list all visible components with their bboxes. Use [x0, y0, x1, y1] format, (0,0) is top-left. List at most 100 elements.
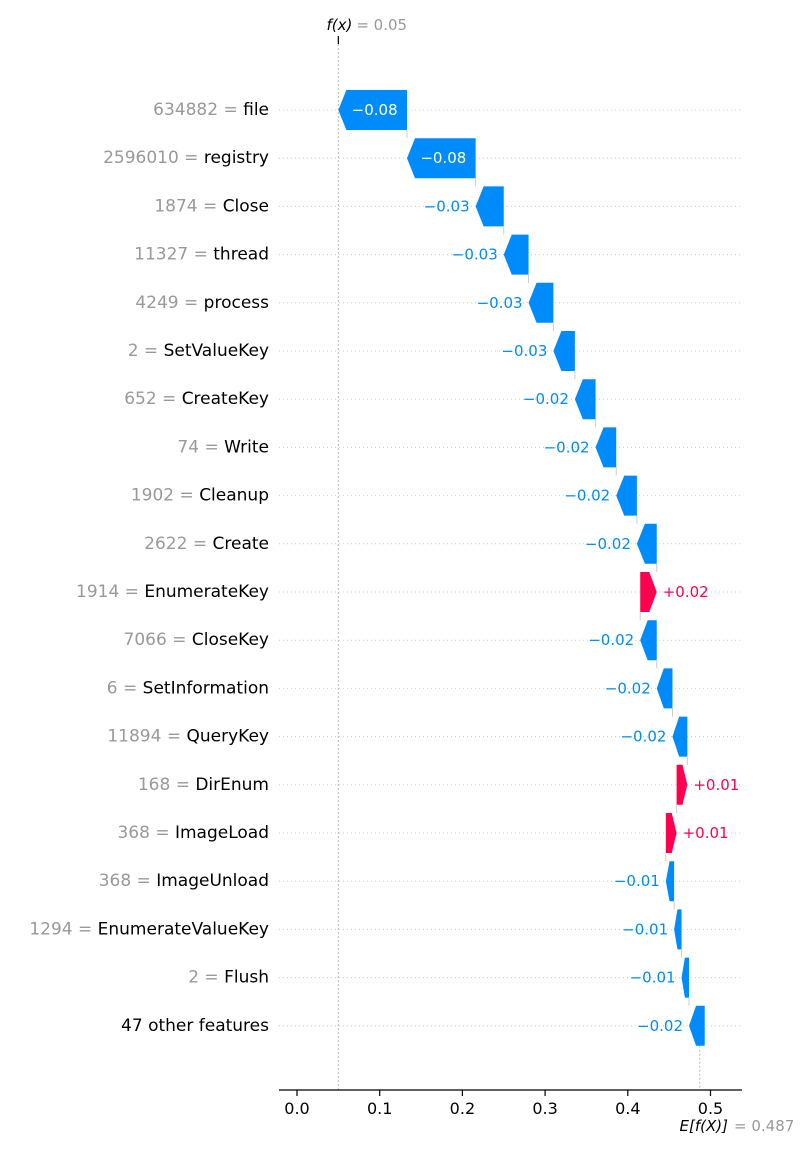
feature-value: 2 =: [128, 341, 164, 361]
feature-value: 2622 =: [144, 534, 212, 554]
waterfall-bar: [338, 90, 407, 130]
feature-value: 1902 =: [131, 486, 199, 506]
feature-name: file: [243, 100, 269, 120]
bar-value-label: −0.08: [352, 101, 398, 119]
feature-name: registry: [204, 148, 269, 168]
bar-value-label: −0.02: [588, 631, 634, 649]
feature-name: CloseKey: [192, 630, 269, 650]
waterfall-bar: [672, 716, 688, 757]
feature-value: 11327 =: [134, 245, 213, 265]
bar-value-label: −0.02: [523, 390, 569, 408]
bar-value-label: −0.03: [477, 294, 523, 312]
feature-value: 11894 =: [107, 727, 186, 747]
feature-label: 6 = SetInformation: [107, 678, 269, 698]
feature-name: Create: [213, 534, 270, 554]
bar-value-label: −0.02: [564, 487, 610, 505]
bar-value-label: −0.03: [424, 197, 470, 215]
feature-label: 2 = Flush: [188, 968, 269, 988]
feature-name: DirEnum: [195, 775, 269, 795]
feature-label: 2 = SetValueKey: [128, 341, 269, 361]
feature-label: 2622 = Create: [144, 534, 269, 554]
feature-label: 1914 = EnumerateKey: [76, 582, 269, 602]
feature-value: 7066 =: [124, 630, 192, 650]
feature-value: 368 =: [117, 823, 175, 843]
fx-annotation: f(x) = 0.05: [326, 16, 407, 34]
feature-name: CreateKey: [182, 389, 269, 409]
bar-value-label: −0.01: [630, 969, 676, 987]
feature-name: 47 other features: [121, 1016, 269, 1036]
feature-value: 1874 =: [154, 196, 222, 216]
bar-value-label: +0.02: [663, 583, 709, 601]
ex-label: E[f(X)]: [680, 1117, 729, 1135]
feature-value: 1914 =: [76, 582, 144, 602]
bar-value-label: +0.01: [683, 824, 729, 842]
bar-value-label: −0.02: [637, 1017, 683, 1035]
bar-value-label: −0.03: [452, 246, 498, 264]
fx-label: f(x): [326, 16, 352, 34]
bar-value-label: −0.02: [585, 535, 631, 553]
feature-name: Close: [223, 196, 269, 216]
waterfall-bar: [616, 475, 637, 516]
waterfall-bars: −0.08 −0.08 −0.03 −0.03 −0.03 −0.03 −0.02 −0.02…: [338, 90, 739, 1046]
waterfall-bar: [688, 1005, 705, 1046]
feature-label: 1294 = EnumerateValueKey: [29, 919, 269, 939]
waterfall-bar: [674, 909, 682, 950]
feature-label: 7066 = CloseKey: [124, 630, 269, 650]
feature-name: EnumerateValueKey: [98, 919, 269, 939]
bar-value-label: −0.08: [420, 149, 466, 167]
x-tick-label: 0.4: [615, 1099, 640, 1118]
waterfall-bar: [676, 764, 688, 805]
feature-name: Write: [224, 437, 269, 457]
feature-label: 1902 = Cleanup: [131, 486, 269, 506]
fx-value: = 0.05: [356, 16, 407, 34]
feature-labels: 634882 = file 2596010 = registry 1874 = Cl…: [29, 100, 269, 1036]
feature-name: QueryKey: [187, 727, 270, 747]
feature-name: process: [204, 293, 269, 313]
feature-value: 368 =: [99, 871, 157, 891]
feature-name: ImageUnload: [156, 871, 269, 891]
feature-label: 47 other features: [121, 1016, 269, 1036]
waterfall-bar: [475, 186, 504, 227]
waterfall-bar: [665, 861, 675, 902]
x-tick-label: 0.2: [450, 1099, 475, 1118]
feature-name: Cleanup: [199, 486, 269, 506]
x-tick-label: 0.1: [367, 1099, 392, 1118]
feature-value: 1294 =: [29, 919, 97, 939]
feature-value: 652 =: [124, 389, 182, 409]
waterfall-bar: [574, 379, 596, 420]
feature-value: 6 =: [107, 678, 143, 698]
bar-value-label: −0.02: [620, 728, 666, 746]
bar-value-label: −0.02: [605, 679, 651, 697]
bar-value-label: −0.02: [544, 438, 590, 456]
feature-value: 2 =: [188, 968, 224, 988]
feature-name: EnumerateKey: [144, 582, 269, 602]
feature-name: Flush: [224, 968, 269, 988]
feature-value: 4249 =: [135, 293, 203, 313]
feature-name: thread: [213, 245, 269, 265]
feature-value: 634882 =: [153, 100, 243, 120]
feature-label: 368 = ImageUnload: [99, 871, 269, 891]
feature-value: 168 =: [138, 775, 196, 795]
feature-label: 168 = DirEnum: [138, 775, 269, 795]
feature-label: 74 = Write: [177, 437, 269, 457]
feature-label: 11894 = QueryKey: [107, 727, 269, 747]
bar-value-label: −0.03: [501, 342, 547, 360]
waterfall-bar: [640, 620, 657, 661]
waterfall-bar: [665, 813, 677, 853]
feature-label: 1874 = Close: [154, 196, 269, 216]
ex-annotation: E[f(X)] = 0.487: [680, 1117, 795, 1135]
feature-label: 11327 = thread: [134, 245, 269, 265]
feature-label: 368 = ImageLoad: [117, 823, 269, 843]
feature-label: 2596010 = registry: [103, 148, 269, 168]
waterfall-bar: [406, 138, 476, 179]
feature-label: 652 = CreateKey: [124, 389, 269, 409]
waterfall-bar: [595, 427, 617, 468]
waterfall-bar: [681, 957, 689, 998]
feature-name: SetValueKey: [164, 341, 269, 361]
x-tick-label: 0.0: [284, 1099, 309, 1118]
feature-label: 634882 = file: [153, 100, 269, 120]
feature-value: 74 =: [177, 437, 224, 457]
waterfall-bar: [656, 668, 673, 709]
bar-value-label: −0.01: [614, 872, 660, 890]
